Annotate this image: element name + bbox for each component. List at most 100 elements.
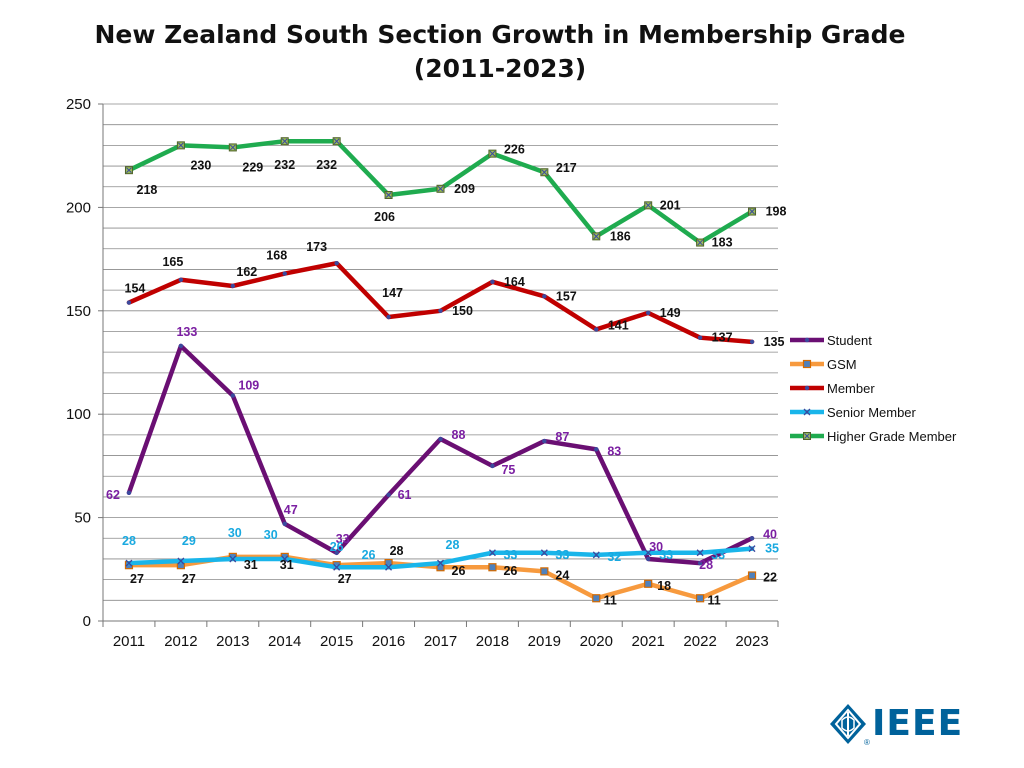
data-label-senior-member: 28 <box>122 534 136 548</box>
data-point-higher-grade-member-cross <box>593 233 600 240</box>
data-label-senior-member: 33 <box>503 548 517 562</box>
data-label-student: 133 <box>176 325 197 339</box>
series-line-student <box>126 343 755 566</box>
x-tick-label: 2013 <box>216 633 249 650</box>
legend-label-gsm: GSM <box>827 357 857 372</box>
data-point-member <box>490 279 495 285</box>
chart-title-line1: New Zealand South Section Growth in Memb… <box>94 20 906 49</box>
data-point-senior-member <box>437 559 444 567</box>
data-label-gsm: 11 <box>604 593 617 607</box>
data-point-member <box>749 339 755 345</box>
data-point-higher-grade-member-cross <box>489 150 496 157</box>
data-point-member <box>230 283 236 289</box>
data-label-higher-grade-member: 232 <box>316 158 337 172</box>
data-point-student <box>749 536 755 541</box>
data-point-senior-member <box>333 563 341 571</box>
x-tick-label: 2015 <box>320 633 353 650</box>
data-label-student: 83 <box>607 444 621 458</box>
data-label-higher-grade-member: 229 <box>242 160 263 174</box>
data-point-student <box>490 463 495 469</box>
data-label-member: 135 <box>764 335 785 349</box>
data-label-student: 88 <box>452 428 466 442</box>
data-label-senior-member: 33 <box>711 548 725 562</box>
data-point-senior-member <box>592 551 600 559</box>
data-point-student <box>697 560 703 566</box>
data-label-higher-grade-member: 226 <box>504 143 525 157</box>
data-point-gsm <box>592 594 601 603</box>
data-label-higher-grade-member: 186 <box>610 229 631 243</box>
x-tick-label: 2011 <box>113 633 145 650</box>
series-senior-member <box>125 545 756 571</box>
data-label-senior-member: 26 <box>330 540 344 554</box>
data-point-member <box>334 261 339 266</box>
y-tick-label: 0 <box>83 613 91 630</box>
data-point-gsm <box>540 567 549 576</box>
data-point-higher-grade-member-cross <box>281 138 288 145</box>
data-label-student: 47 <box>284 503 298 517</box>
data-label-student: 75 <box>501 463 515 477</box>
legend-marker-senior-member <box>803 408 811 416</box>
x-tick-label: 2017 <box>424 633 457 650</box>
data-point-student <box>438 436 443 442</box>
data-label-senior-member: 32 <box>607 550 621 564</box>
data-label-higher-grade-member: 183 <box>712 236 733 250</box>
data-point-student <box>230 393 236 398</box>
data-label-senior-member: 28 <box>446 538 460 552</box>
y-tick-label: 200 <box>66 199 91 216</box>
chart-title: New Zealand South Section Growth in Memb… <box>0 18 1000 86</box>
data-point-gsm <box>488 563 497 572</box>
legend-marker-student <box>804 337 810 343</box>
ieee-logo-registered: ® <box>864 738 870 747</box>
data-label-gsm: 27 <box>130 572 144 586</box>
data-label-senior-member: 33 <box>659 548 673 562</box>
data-label-gsm: 31 <box>244 558 258 572</box>
data-point-senior-member <box>748 545 756 553</box>
legend: Student GSM Member Senior Member Higher Grad… <box>790 333 957 444</box>
data-label-senior-member: 30 <box>228 526 242 540</box>
data-label-member: 164 <box>504 275 525 289</box>
data-label-student: 61 <box>398 488 412 502</box>
data-label-student: 28 <box>699 558 713 572</box>
legend-marker-gsm <box>802 359 812 369</box>
data-label-member: 165 <box>162 255 183 269</box>
ieee-kite-icon <box>830 704 866 744</box>
data-point-senior-member <box>281 555 289 563</box>
series-line-member <box>126 260 755 345</box>
data-label-gsm: 28 <box>390 544 404 558</box>
data-label-student: 62 <box>106 488 120 502</box>
data-label-higher-grade-member: 232 <box>274 158 295 172</box>
data-label-gsm: 18 <box>657 579 671 593</box>
data-point-higher-grade-member-cross <box>541 169 548 176</box>
data-label-higher-grade-member: 206 <box>374 210 395 224</box>
data-label-gsm: 27 <box>182 572 196 586</box>
data-label-gsm: 26 <box>503 564 517 578</box>
data-label-senior-member: 33 <box>555 548 569 562</box>
data-label-member: 137 <box>712 331 733 345</box>
data-point-member <box>594 327 599 332</box>
data-label-member: 168 <box>266 249 287 263</box>
data-point-member <box>697 335 703 340</box>
data-point-member <box>282 271 287 276</box>
x-tick-label: 2019 <box>528 633 561 650</box>
data-point-higher-grade-member-cross <box>333 138 340 145</box>
data-point-student <box>542 438 547 444</box>
data-label-member: 149 <box>660 306 681 320</box>
data-point-higher-grade-member-cross <box>749 208 755 215</box>
data-label-student: 40 <box>763 527 777 541</box>
data-label-gsm: 24 <box>555 568 569 582</box>
data-point-student <box>178 343 184 349</box>
legend-marker-member <box>804 385 810 391</box>
y-tick-label: 50 <box>74 510 91 527</box>
data-label-senior-member: 26 <box>362 548 376 562</box>
x-tick-label: 2014 <box>268 633 301 650</box>
x-tick-label: 2021 <box>632 633 665 650</box>
data-label-student: 30 <box>649 540 663 554</box>
data-label-gsm: 31 <box>280 558 294 572</box>
data-point-member <box>126 300 132 305</box>
series-student <box>126 343 755 566</box>
data-label-student: 109 <box>238 379 259 393</box>
x-tick-label: 2022 <box>683 633 716 650</box>
data-point-higher-grade-member-cross <box>178 142 184 149</box>
data-label-member: 154 <box>125 282 146 296</box>
data-label-gsm: 11 <box>708 593 721 607</box>
